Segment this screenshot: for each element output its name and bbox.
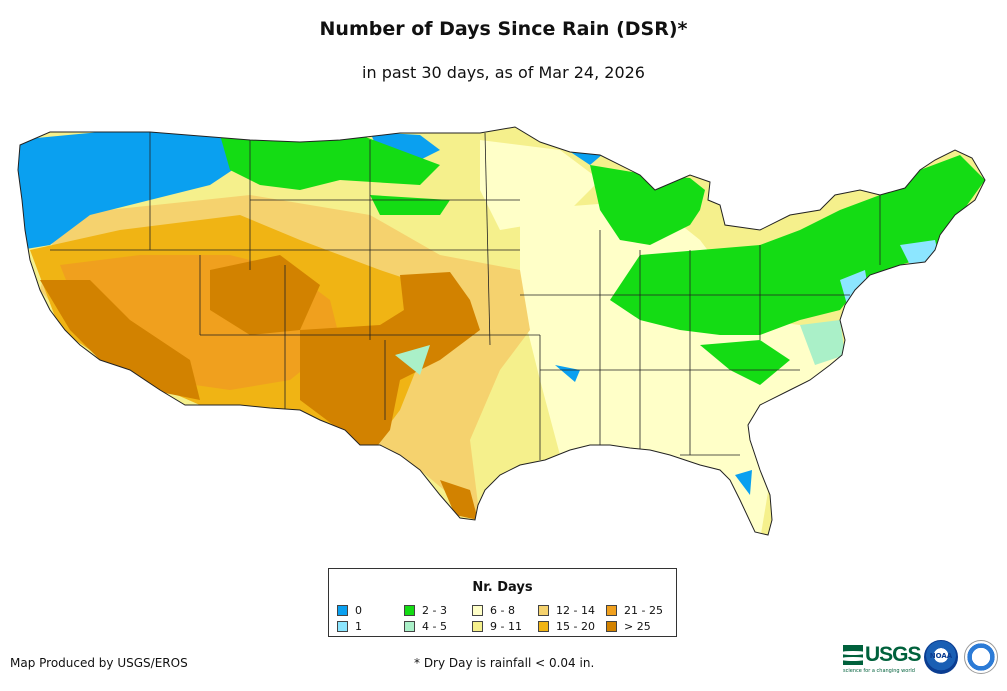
legend-swatch	[404, 605, 415, 616]
legend-label: 2 - 3	[422, 604, 447, 617]
dry-day-footnote: * Dry Day is rainfall < 0.04 in.	[414, 656, 595, 670]
legend-label: 0	[355, 604, 362, 617]
us-outline	[17, 126, 986, 536]
legend-label: 15 - 20	[556, 620, 595, 633]
region-2-3-great-lakes	[590, 165, 705, 245]
state-border	[484, 132, 491, 346]
legend-item-9-11: 9 - 11	[472, 620, 522, 633]
legend-swatch	[337, 605, 348, 616]
state-borders	[50, 132, 881, 460]
usgs-wave-icon	[843, 645, 863, 665]
region-0-florida	[735, 470, 752, 495]
legend-item-15-20: 15 - 20	[538, 620, 595, 633]
region-6-8-north	[480, 140, 600, 230]
usgs-logo[interactable]: USGS science for a changing world	[843, 642, 922, 674]
nws-logo[interactable]	[964, 640, 998, 674]
legend-item-0: 0	[337, 604, 362, 617]
legend-swatch	[606, 621, 617, 632]
region-25plus-utah	[210, 255, 320, 335]
region-0-northwest	[18, 132, 240, 250]
legend-label: 6 - 8	[490, 604, 515, 617]
region-2-3-northeast	[610, 155, 985, 335]
legend-swatch	[472, 621, 483, 632]
legend-swatch	[337, 621, 348, 632]
dsr-color-regions	[18, 127, 985, 535]
legend-swatch	[472, 605, 483, 616]
legend-label: > 25	[624, 620, 651, 633]
legend-swatch	[538, 605, 549, 616]
map-title: Number of Days Since Rain (DSR)*	[319, 18, 688, 40]
legend-swatch	[538, 621, 549, 632]
map-credit: Map Produced by USGS/EROS	[10, 656, 188, 670]
region-25plus-ca-az	[40, 280, 200, 400]
region-25plus-southwest	[300, 300, 480, 455]
legend-swatch	[606, 605, 617, 616]
legend-label: 21 - 25	[624, 604, 663, 617]
legend-box: Nr. Days 0 1 2 - 3 4 - 5 6 - 8 9 - 11 12…	[328, 568, 677, 637]
legend-label: 1	[355, 620, 362, 633]
legend-item-25-plus: > 25	[606, 620, 651, 633]
region-0-arkansas	[555, 365, 580, 382]
legend-item-21-25: 21 - 25	[606, 604, 663, 617]
region-4-5-virginia	[800, 320, 845, 365]
legend-title: Nr. Days	[472, 580, 533, 595]
legend-item-6-8: 6 - 8	[472, 604, 515, 617]
legend-swatch	[404, 621, 415, 632]
legend-label: 4 - 5	[422, 620, 447, 633]
legend-item-12-14: 12 - 14	[538, 604, 595, 617]
legend-item-2-3: 2 - 3	[404, 604, 447, 617]
region-25plus-colorado	[400, 272, 470, 330]
legend-label: 12 - 14	[556, 604, 595, 617]
noaa-logo[interactable]: NOAA	[924, 640, 958, 674]
usgs-tagline: science for a changing world	[843, 668, 915, 674]
region-2-3-montana	[220, 135, 440, 190]
region-2-3-carolinas	[700, 340, 790, 385]
map-subtitle: in past 30 days, as of Mar 24, 2026	[362, 63, 645, 82]
noaa-logo-text: NOAA	[929, 652, 953, 660]
region-4-5-texas	[395, 345, 430, 375]
legend-label: 9 - 11	[490, 620, 522, 633]
region-25plus-south-texas	[440, 480, 478, 520]
legend-item-1: 1	[337, 620, 362, 633]
legend-item-4-5: 4 - 5	[404, 620, 447, 633]
usgs-logo-text: USGS	[865, 643, 922, 666]
